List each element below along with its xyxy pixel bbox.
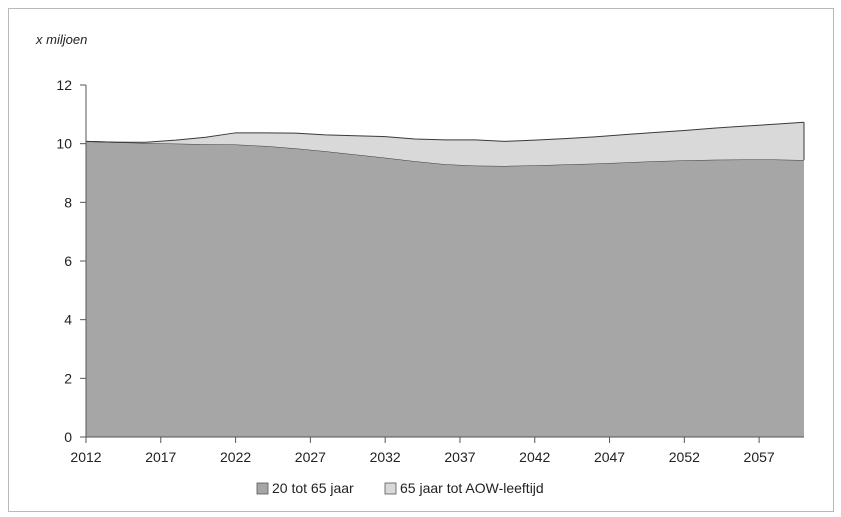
legend: 20 tot 65 jaar 65 jaar tot AOW-leeftijd (256, 480, 544, 496)
x-tick-label: 2032 (370, 449, 401, 465)
x-tick-label: 2047 (594, 449, 625, 465)
y-tick-label: 4 (64, 312, 72, 328)
y-tick-label: 8 (64, 194, 72, 210)
y-ticks-group: 0 2 4 6 8 10 12 (56, 77, 86, 445)
legend-label-2: 65 jaar tot AOW-leeftijd (400, 480, 544, 496)
x-tick-label: 2022 (220, 449, 251, 465)
y-axis-unit-label: x miljoen (35, 32, 87, 47)
y-tick-label: 0 (64, 429, 72, 445)
x-tick-label: 2027 (295, 449, 326, 465)
x-tick-label: 2017 (145, 449, 176, 465)
area-series-1 (86, 141, 804, 437)
x-tick-label: 2042 (519, 449, 550, 465)
legend-label-1: 20 tot 65 jaar (272, 480, 354, 496)
area-series-2-edge (85, 121, 805, 143)
y-tick-label: 2 (64, 370, 72, 386)
y-tick-label: 10 (56, 136, 72, 152)
y-tick-label: 6 (64, 253, 72, 269)
x-tick-label: 2012 (70, 449, 101, 465)
legend-swatch-1 (256, 482, 269, 495)
legend-swatch-2 (384, 482, 397, 495)
area-series-group (85, 121, 805, 437)
x-tick-label: 2052 (669, 449, 700, 465)
x-tick-label: 2057 (744, 449, 775, 465)
y-tick-label: 12 (56, 77, 72, 93)
x-tick-label: 2037 (444, 449, 475, 465)
x-ticks-group: 2012 2017 2022 2027 2032 2037 2042 2047 2052 2057 (70, 437, 775, 465)
